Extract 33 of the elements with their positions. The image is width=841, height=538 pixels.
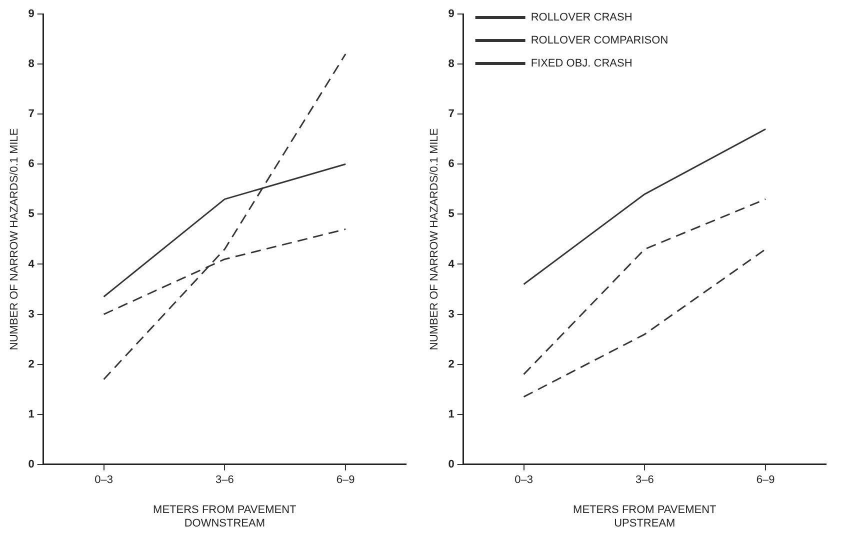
x-axis-title: METERS FROM PAVEMENT UPSTREAM: [573, 504, 717, 530]
y-tick-label: 9: [28, 8, 34, 20]
y-tick-label: 8: [448, 58, 454, 70]
x-tick-label: 6–9: [756, 474, 775, 486]
y-tick-label: 2: [448, 358, 454, 370]
y-tick-label: 0: [28, 458, 34, 470]
y-axis-title: NUMBER OF NARROW HAZARDS/0.1 MILE: [8, 128, 21, 350]
x-tick-label: 3–6: [635, 474, 654, 486]
x-tick-label: 6–9: [336, 474, 355, 486]
x-tick-label: 0–3: [514, 474, 533, 486]
y-tick-label: 6: [448, 158, 454, 170]
y-tick-label: 5: [28, 208, 34, 220]
y-tick-label: 9: [448, 8, 454, 20]
y-tick-label: 3: [448, 308, 454, 320]
legend-label: ROLLOVER CRASH: [530, 12, 632, 24]
y-tick-label: 8: [28, 58, 34, 70]
y-tick-label: 1: [448, 408, 454, 420]
legend-label: ROLLOVER COMPARISON: [530, 34, 668, 47]
legend-label: FIXED OBJ. CRASH: [530, 58, 632, 70]
y-tick-label: 1: [28, 408, 34, 420]
y-tick-label: 2: [28, 358, 34, 370]
y-axis-title: NUMBER OF NARROW HAZARDS/0.1 MILE: [428, 128, 441, 350]
y-tick-label: 3: [28, 308, 34, 320]
y-tick-label: 0: [448, 458, 454, 470]
y-tick-label: 5: [448, 208, 454, 220]
y-tick-label: 7: [28, 108, 34, 120]
x-tick-label: 0–3: [94, 474, 113, 486]
y-tick-label: 4: [28, 258, 36, 270]
x-tick-label: 3–6: [215, 474, 234, 486]
y-tick-label: 4: [448, 258, 456, 270]
x-axis-title: METERS FROM PAVEMENT DOWNSTREAM: [153, 504, 297, 530]
y-tick-label: 6: [28, 158, 34, 170]
y-tick-label: 7: [448, 108, 454, 120]
